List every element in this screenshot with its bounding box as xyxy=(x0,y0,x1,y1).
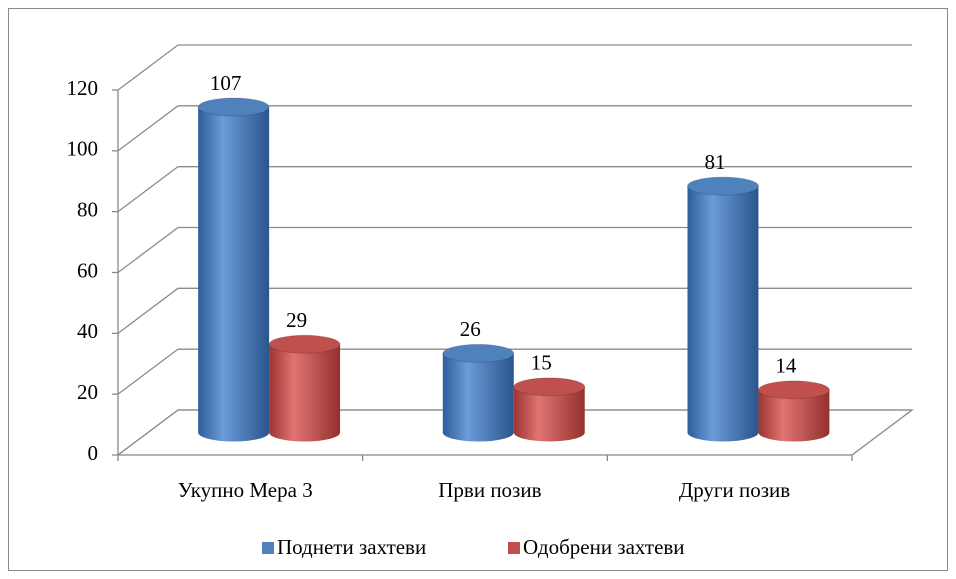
chart-border xyxy=(8,8,948,571)
cylinder xyxy=(442,353,514,442)
cylinder xyxy=(513,386,585,442)
data-label: 14 xyxy=(775,354,797,378)
cylinder-top xyxy=(197,97,270,117)
cylinder xyxy=(687,186,759,442)
y-tick-label: 60 xyxy=(77,258,98,282)
grid-line xyxy=(117,44,912,91)
cylinder-top xyxy=(268,334,341,354)
y-tick-label: 100 xyxy=(67,137,99,161)
cylinder-top xyxy=(757,380,830,400)
y-tick-label: 80 xyxy=(77,197,98,221)
data-label: 15 xyxy=(531,351,552,375)
data-label: 81 xyxy=(704,150,725,174)
x-tick-label: Први позив xyxy=(438,478,541,502)
legend-swatch xyxy=(262,542,274,554)
legend-swatch xyxy=(508,542,520,554)
legend-label: Одобрени захтеви xyxy=(523,535,685,559)
cylinder xyxy=(198,107,270,442)
data-label: 29 xyxy=(286,308,307,332)
grid-line xyxy=(117,409,912,456)
y-tick-label: 0 xyxy=(88,441,99,465)
grid-line xyxy=(117,348,912,395)
cylinder-top xyxy=(513,377,586,397)
x-tick-label: Други позив xyxy=(679,478,790,502)
cylinder xyxy=(758,389,830,442)
cylinder xyxy=(269,344,341,442)
grid-line xyxy=(117,166,912,213)
y-tick-label: 120 xyxy=(67,76,99,100)
data-label: 26 xyxy=(460,317,481,341)
grid-line xyxy=(117,226,912,274)
y-tick-label: 20 xyxy=(77,380,98,404)
cylinder-top xyxy=(686,176,759,196)
grid-line xyxy=(117,287,912,334)
cylinder-top xyxy=(442,343,515,363)
grid-line xyxy=(117,105,912,152)
data-label: 107 xyxy=(210,71,242,95)
x-tick-label: Укупно Мера 3 xyxy=(178,478,313,502)
legend-label: Поднети захтеви xyxy=(277,535,426,559)
y-tick-label: 40 xyxy=(77,319,98,343)
